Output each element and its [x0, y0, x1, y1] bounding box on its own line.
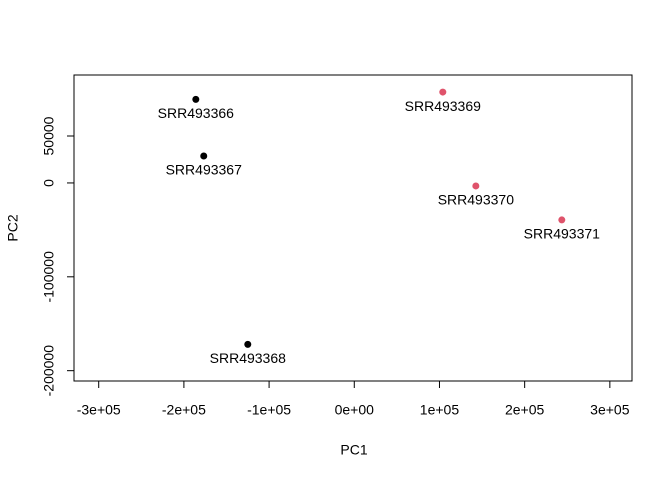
x-tick-label: 3e+05 — [590, 402, 630, 418]
x-tick-label: -1e+05 — [247, 402, 291, 418]
point-label: SRR493371 — [524, 226, 600, 242]
x-axis-label: PC1 — [340, 442, 367, 458]
x-tick-label: 2e+05 — [505, 402, 545, 418]
x-tick-label: 1e+05 — [420, 402, 460, 418]
point — [472, 182, 480, 190]
y-tick-label: -200000 — [41, 345, 57, 397]
point-label: SRR493368 — [210, 350, 286, 366]
point — [200, 152, 208, 160]
point-label: SRR493370 — [438, 192, 514, 208]
point — [192, 95, 200, 103]
x-tick-label: -2e+05 — [162, 402, 206, 418]
point-label: SRR493369 — [405, 98, 481, 114]
point — [439, 88, 447, 96]
y-tick-label: 0 — [41, 179, 57, 187]
y-tick-label: 50000 — [41, 116, 57, 155]
point — [558, 216, 566, 224]
point-label: SRR493366 — [158, 105, 234, 121]
y-axis-label: PC2 — [5, 214, 21, 241]
x-tick-label: 0e+00 — [335, 402, 375, 418]
point — [244, 340, 252, 348]
y-tick-label: -100000 — [41, 251, 57, 303]
x-tick-label: -3e+05 — [77, 402, 121, 418]
point-label: SRR493367 — [166, 162, 242, 178]
